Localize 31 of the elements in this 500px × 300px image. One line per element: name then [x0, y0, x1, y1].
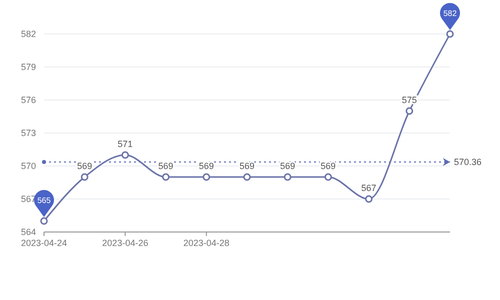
annotation: 565: [37, 196, 52, 205]
point: [80, 173, 88, 181]
x-tick-label: 2023-04-24: [20, 238, 68, 248]
data-label: 569: [158, 161, 174, 171]
data-label: 571: [118, 139, 133, 149]
point: [121, 151, 129, 159]
annotation: 582: [443, 9, 458, 18]
point: [446, 30, 454, 38]
point: [162, 173, 170, 181]
x-tick-label: 2023-04-26: [102, 238, 148, 248]
data-label: 569: [239, 161, 255, 171]
y-tick-label: 576: [20, 95, 36, 105]
point: [324, 173, 332, 181]
data-label: 569: [320, 161, 336, 171]
ref-line-label: 570.36: [454, 157, 482, 168]
y-tick-label: 564: [20, 227, 36, 237]
point: [284, 173, 292, 181]
x-tick-label: 2023-04-28: [183, 238, 230, 248]
point: [406, 107, 414, 115]
data-label: 569: [77, 161, 92, 171]
point: [243, 173, 251, 181]
y-tick-label: 579: [20, 62, 36, 72]
point: [202, 173, 210, 181]
y-tick-label: 582: [20, 29, 36, 39]
point: [40, 217, 48, 225]
y-tick-label: 570: [20, 161, 36, 171]
point: [365, 195, 373, 203]
data-label: 569: [198, 161, 214, 171]
data-label: 567: [361, 183, 376, 193]
y-tick-label: 573: [20, 128, 36, 138]
data-label: 569: [280, 161, 296, 171]
